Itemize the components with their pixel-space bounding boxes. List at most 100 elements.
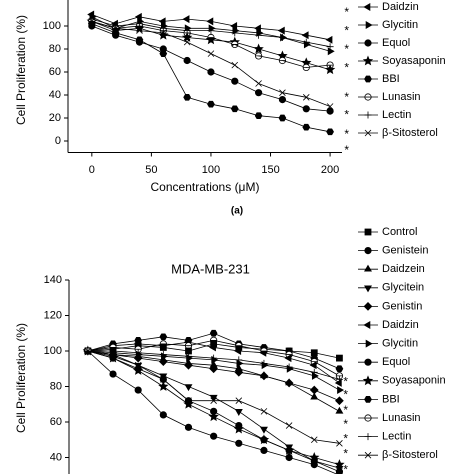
marker (326, 107, 334, 115)
legend-marker (364, 285, 372, 293)
marker (284, 378, 294, 388)
marker (325, 35, 333, 44)
legend-marker (364, 247, 372, 255)
marker (278, 56, 287, 65)
legend-marker (364, 75, 372, 83)
marker (84, 347, 92, 355)
marker (182, 15, 190, 24)
marker (133, 365, 144, 375)
marker (136, 27, 143, 34)
marker (234, 409, 243, 416)
legend-marker (364, 93, 372, 101)
marker (285, 422, 293, 429)
y-tick-label: 40 (49, 89, 61, 101)
marker (159, 340, 167, 348)
legend-label: Soyasaponin (382, 55, 446, 67)
marker (336, 440, 343, 447)
legend-marker (363, 321, 371, 329)
marker (259, 371, 269, 381)
marker (255, 31, 263, 39)
marker (231, 61, 239, 69)
significance-marker: * (344, 23, 349, 37)
marker (335, 365, 344, 373)
marker (160, 29, 167, 37)
marker (209, 343, 216, 352)
marker (185, 397, 192, 404)
y-axis-label: Cell Proliferation (%) (14, 15, 28, 125)
y-tick-label: 140 (44, 274, 62, 286)
marker (335, 406, 344, 414)
marker (260, 446, 268, 454)
marker (109, 370, 117, 378)
marker (235, 356, 243, 364)
marker (184, 384, 193, 392)
legend-label: Glycitin (382, 338, 418, 350)
marker (160, 376, 167, 383)
x-tick-label: 150 (261, 164, 279, 176)
y-axis-label: Cell Proliferation (%) (14, 323, 28, 433)
legend-marker (365, 21, 373, 29)
y-tick-label: 20 (49, 112, 61, 124)
legend-marker (363, 3, 371, 11)
x-tick-label: 0 (89, 164, 95, 176)
marker (285, 453, 293, 462)
marker (209, 329, 218, 337)
marker (207, 33, 215, 42)
marker (303, 40, 311, 49)
legend-label: Soyasaponin (382, 375, 446, 387)
marker (135, 20, 143, 28)
significance-marker: * (344, 107, 349, 121)
significance-marker: * (343, 462, 348, 474)
marker (336, 354, 343, 362)
significance-marker: * (344, 42, 349, 56)
marker (233, 423, 244, 434)
panel-label: (a) (231, 206, 243, 217)
legend-label: BBI (382, 73, 400, 85)
marker (134, 345, 142, 353)
marker (159, 411, 167, 419)
marker (326, 43, 334, 51)
marker (334, 378, 342, 387)
marker (184, 360, 193, 370)
y-tick-label: 80 (49, 43, 61, 55)
marker (310, 358, 318, 366)
marker (327, 47, 335, 56)
marker (283, 444, 295, 455)
x-tick-label: 100 (202, 164, 220, 176)
legend-marker (364, 358, 372, 366)
marker (207, 100, 215, 108)
marker (183, 27, 191, 35)
marker (285, 363, 293, 371)
marker (158, 357, 168, 367)
marker (326, 61, 334, 69)
legend-marker (364, 111, 372, 119)
marker (230, 105, 239, 113)
significance-marker: * (343, 417, 348, 431)
marker (309, 361, 317, 370)
legend-label: Lunasin (382, 412, 421, 424)
y-tick-label: 60 (49, 66, 61, 78)
significance-marker: * (343, 431, 348, 445)
significance-marker: * (343, 403, 348, 417)
significance-marker: * (343, 446, 348, 460)
marker (324, 64, 336, 75)
marker (255, 80, 262, 87)
marker (211, 355, 219, 364)
legend-label: Genistein (382, 245, 428, 257)
marker (302, 94, 310, 101)
marker (109, 351, 117, 358)
y-tick-label: 120 (44, 309, 62, 321)
marker (335, 375, 343, 383)
marker (301, 31, 309, 40)
marker (207, 68, 215, 76)
chart-title: MDA-MB-231 (171, 261, 250, 276)
marker (184, 342, 193, 350)
marker (184, 352, 192, 360)
marker (302, 123, 311, 131)
legend-marker (364, 396, 372, 403)
chart-panel: 0 20 40 60 80 100 0 50 100 150 200 Concentrations (… (14, 0, 446, 217)
marker (184, 423, 193, 431)
legend-label: Glycitin (382, 19, 418, 31)
marker (159, 333, 168, 341)
marker (310, 392, 319, 400)
